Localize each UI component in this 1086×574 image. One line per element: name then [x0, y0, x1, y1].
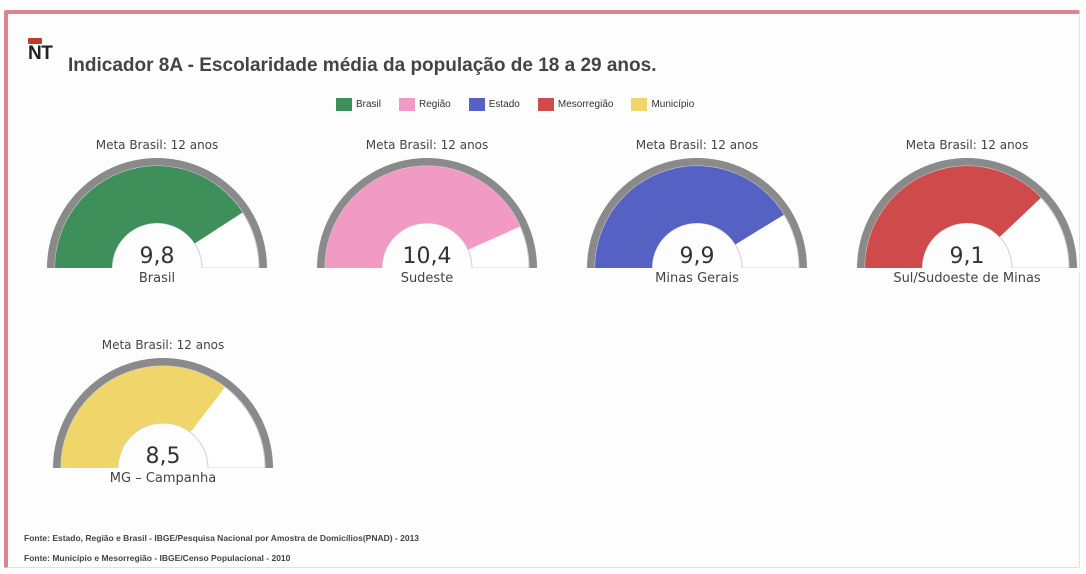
gauge-value-label: 9,1	[949, 244, 985, 269]
chart-title: Indicador 8A - Escolaridade média da pop…	[68, 55, 657, 76]
legend-swatch	[399, 97, 416, 111]
gauge-goal-label: Meta Brasil: 12 anos	[635, 138, 759, 152]
source-line-2: Fonte: Município e Mesorregião - IBGE/Ce…	[24, 553, 291, 563]
gauge-value-fill	[595, 165, 784, 268]
source-line-1: Fonte: Estado, Região e Brasil - IBGE/Pe…	[24, 533, 420, 543]
gauge-value-label: 10,4	[402, 244, 452, 269]
gauge-region-label: Sudeste	[400, 271, 454, 286]
gauge-region-label: Brasil	[138, 271, 176, 286]
gauge-chart	[37, 158, 277, 273]
gauge-region-label: Minas Gerais	[655, 271, 739, 286]
nt-logo: NT	[28, 38, 62, 68]
gauge-chart	[43, 358, 283, 473]
legend-item: Município	[631, 97, 695, 111]
gauge-chart	[307, 158, 547, 273]
gauge-value-label: 9,9	[679, 244, 715, 269]
gauge-value-fill	[55, 166, 243, 268]
legend-label: Município	[651, 98, 695, 110]
legend-swatch	[537, 97, 554, 111]
legend-swatch	[468, 97, 485, 111]
gauge-value-label: 8,5	[145, 444, 181, 469]
gauge-region-label: Sul/Sudoeste de Minas	[893, 271, 1041, 286]
gauge-baseline	[847, 268, 1086, 273]
gauge-value-label: 9,8	[139, 244, 175, 269]
gauge-chart	[847, 158, 1086, 273]
legend: Brasil Região Estado Mesorregião Município	[336, 96, 694, 112]
legend-swatch	[631, 97, 648, 111]
gauge-value-fill	[61, 366, 226, 468]
gauge-value-fill	[325, 165, 521, 268]
logo-text: NT	[28, 43, 53, 64]
gauge-baseline	[43, 468, 283, 473]
legend-item: Região	[399, 97, 451, 111]
gauge-goal-label: Meta Brasil: 12 anos	[101, 338, 225, 352]
gauge-baseline	[307, 268, 547, 273]
legend-label: Brasil	[356, 98, 382, 110]
sources: Fonte: Estado, Região e Brasil - IBGE/Pe…	[24, 528, 419, 568]
gauge-goal-label: Meta Brasil: 12 anos	[95, 138, 219, 152]
gauge-baseline	[37, 268, 277, 273]
legend-item: Brasil	[336, 97, 382, 111]
legend-swatch	[336, 97, 352, 111]
gauge-region-label: MG – Campanha	[109, 471, 217, 486]
legend-label: Estado	[488, 98, 520, 110]
gauge-baseline	[577, 268, 817, 273]
logo-tab-icon	[28, 38, 42, 44]
gauge-chart	[577, 158, 817, 273]
gauge-goal-label: Meta Brasil: 12 anos	[365, 138, 489, 152]
legend-item: Estado	[468, 97, 520, 111]
gauge-value-fill	[865, 166, 1041, 268]
gauge-goal-label: Meta Brasil: 12 anos	[905, 138, 1029, 152]
legend-label: Mesorregião	[557, 98, 614, 110]
legend-item: Mesorregião	[537, 97, 614, 111]
legend-label: Região	[419, 98, 451, 110]
